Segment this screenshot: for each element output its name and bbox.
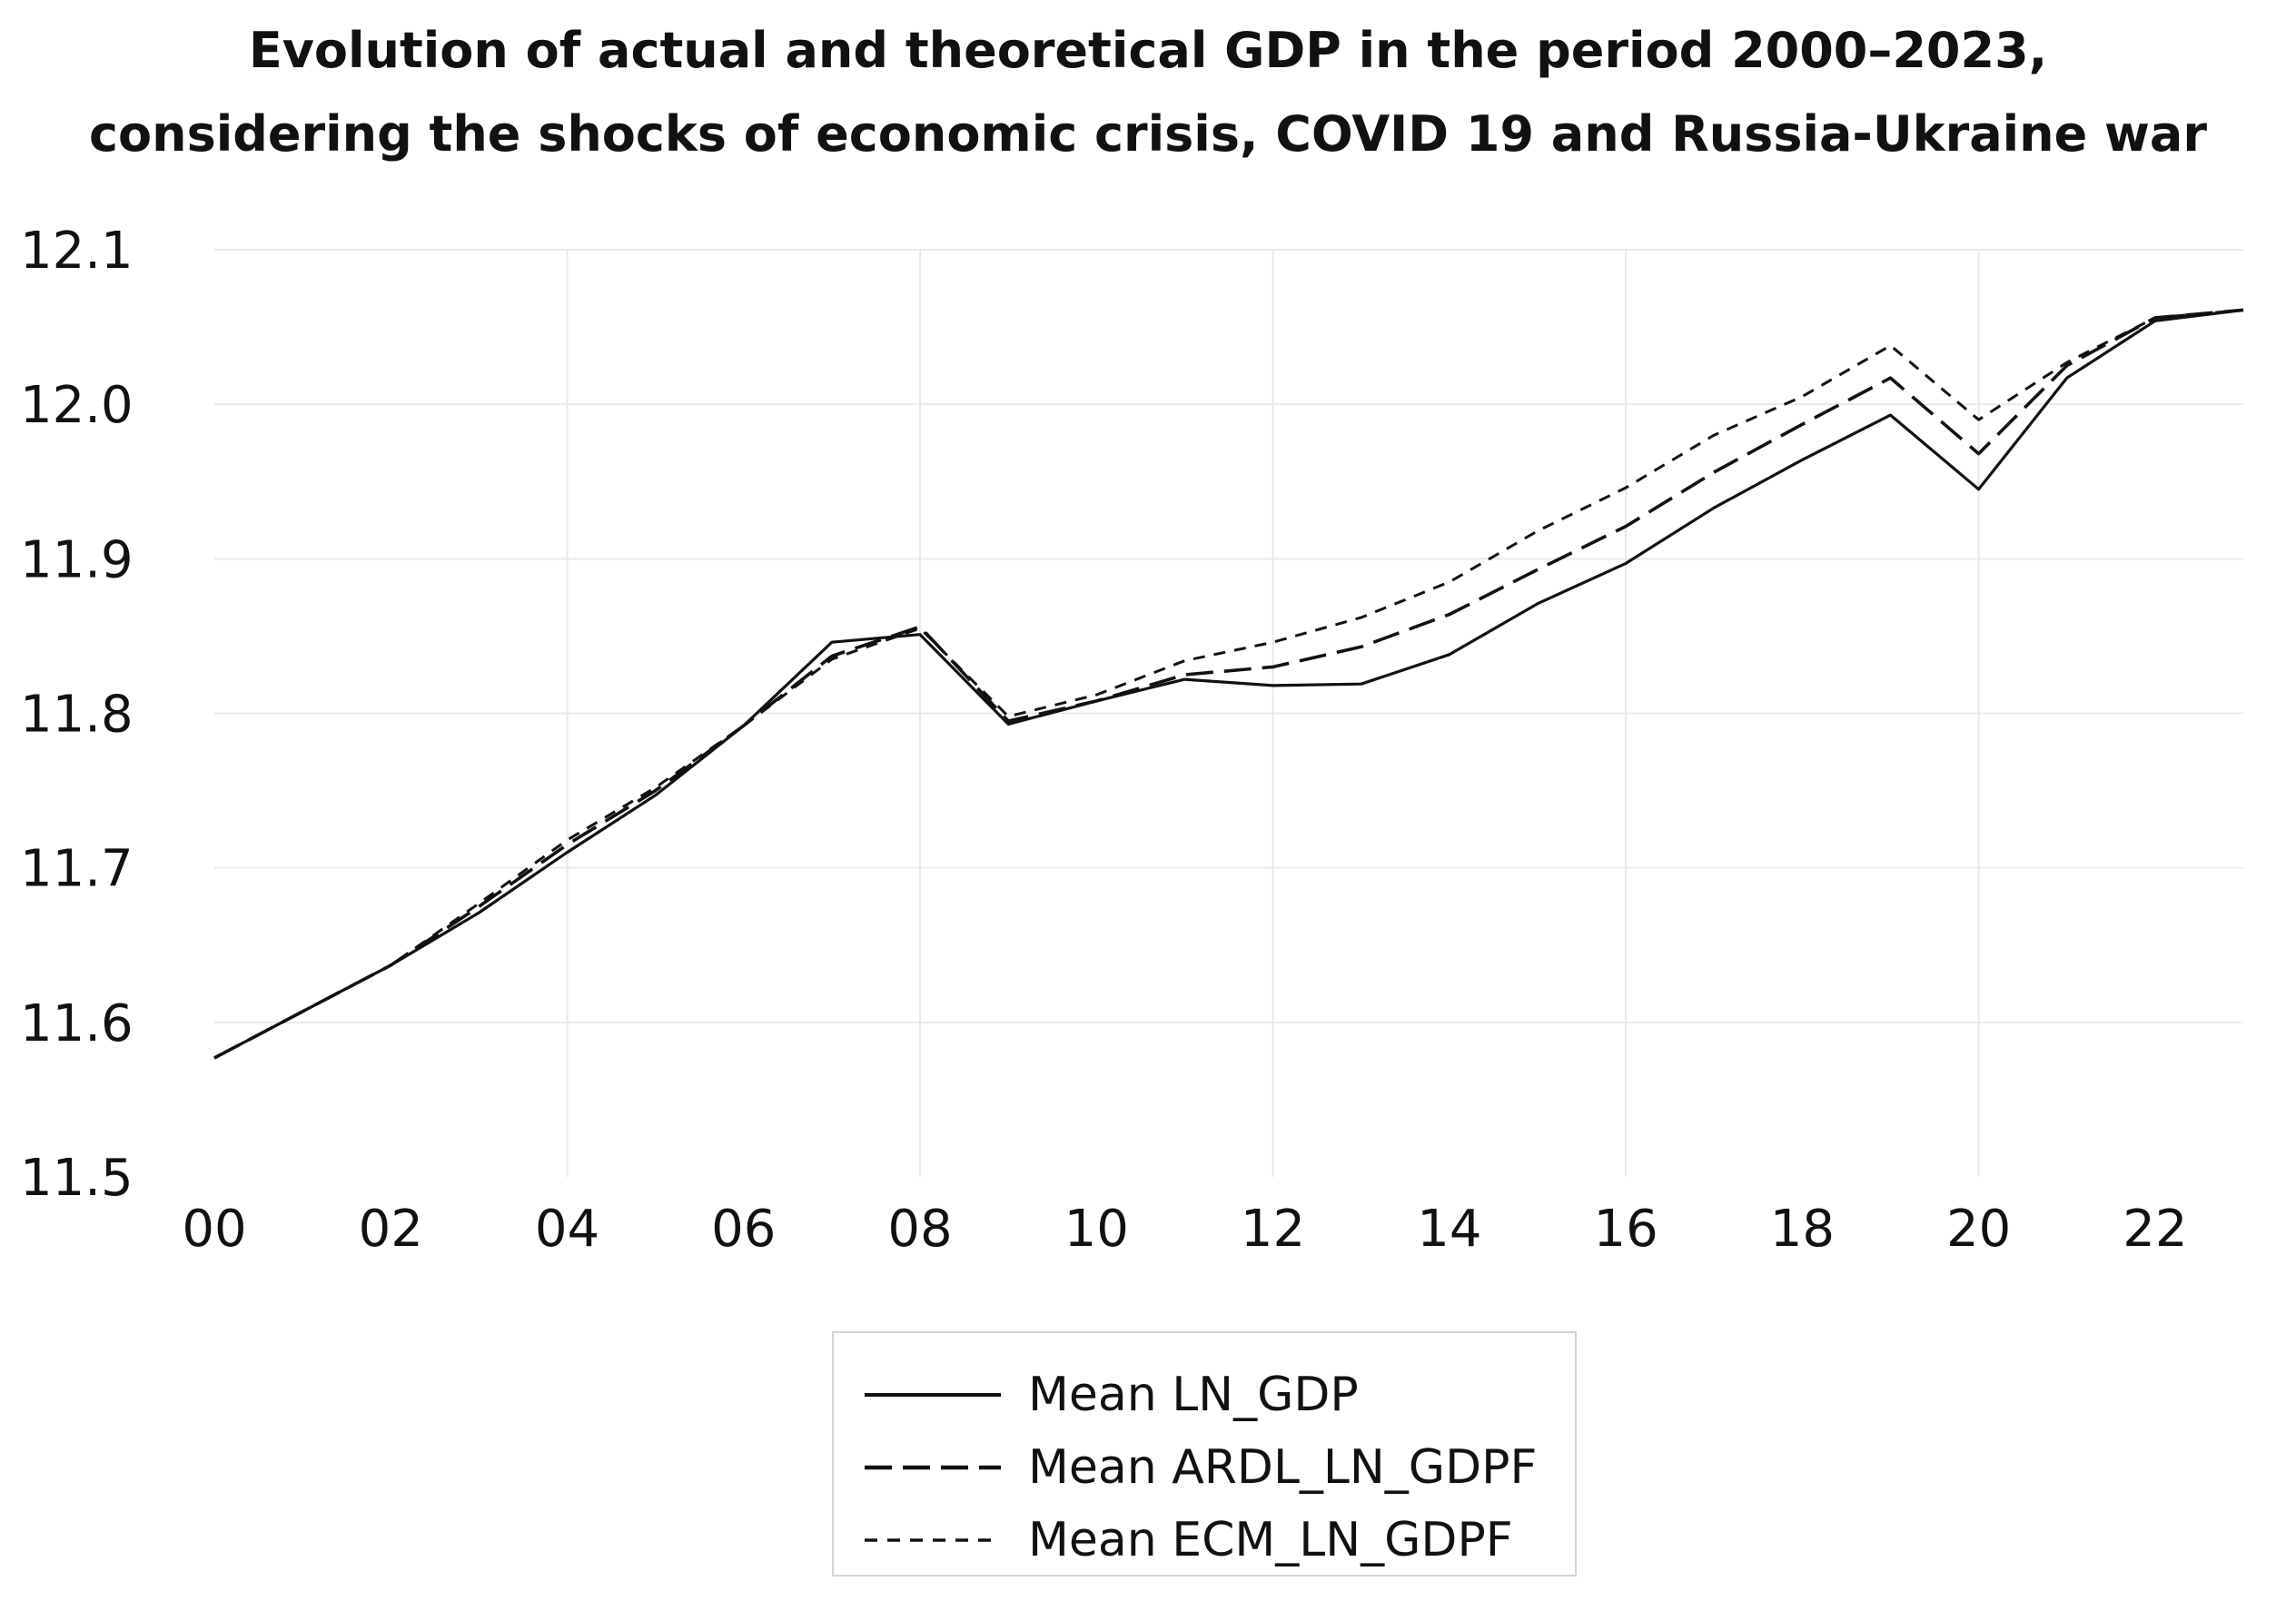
series-line-mean-ardl-ln-gdpf [213,308,2244,1060]
legend-label-ardl: Mean ARDL_LN_GDPF [1028,1440,1538,1495]
series-line-mean-ln-gdp [213,308,2244,1060]
y-tick-label: 11.7 [20,840,134,899]
legend-swatch-long-dash [865,1465,1001,1470]
x-tick-label: 00 [182,1200,246,1259]
legend-item-ln-gdp: Mean LN_GDP [834,1359,1575,1431]
x-tick-label: 14 [1417,1200,1481,1259]
legend-label-ln-gdp: Mean LN_GDP [1028,1368,1359,1422]
x-tick-label: 02 [359,1200,423,1259]
x-tick-label: 12 [1241,1200,1305,1259]
x-tick-label: 16 [1593,1200,1658,1259]
axis-tick-labels: 11.5 11.6 11.7 11.8 11.9 12.0 12.1 00 02 04 06 08 10… [20,222,2188,1259]
chart-title: Evolution of actual and theoretical GDP … [0,9,2296,176]
series-line-mean-ecm-ln-gdpf [213,308,2244,1060]
legend-swatch-solid [865,1393,1001,1397]
x-tick-label: 06 [711,1200,776,1259]
y-tick-label: 12.0 [20,376,134,435]
gridlines [214,249,2243,1177]
legend: Mean LN_GDP Mean ARDL_LN_GDPF Mean ECM_L… [832,1331,1577,1576]
line-chart: 11.5 11.6 11.7 11.8 11.9 12.0 12.1 00 02 04 06 08 10… [20,222,2244,1259]
series-lines [213,308,2244,1060]
y-tick-label: 12.1 [20,222,134,281]
y-tick-label: 11.5 [20,1149,134,1208]
y-tick-label: 11.6 [20,994,134,1053]
legend-item-ecm: Mean ECM_LN_GDPF [834,1504,1575,1576]
x-tick-label: 08 [887,1200,952,1259]
legend-item-ardl: Mean ARDL_LN_GDPF [834,1431,1575,1504]
x-tick-label: 04 [535,1200,599,1259]
y-tick-label: 11.8 [20,686,134,745]
x-tick-label: 20 [1946,1200,2011,1259]
y-tick-label: 11.9 [20,530,134,589]
chart-title-line-2: considering the shocks of economic crisi… [89,105,2207,163]
chart-title-line-1: Evolution of actual and theoretical GDP … [248,22,2048,79]
x-tick-label: 22 [2123,1200,2187,1259]
x-tick-label: 18 [1770,1200,1835,1259]
x-tick-label: 10 [1064,1200,1129,1259]
legend-label-ecm: Mean ECM_LN_GDPF [1028,1513,1513,1567]
legend-swatch-short-dash [865,1538,1001,1542]
